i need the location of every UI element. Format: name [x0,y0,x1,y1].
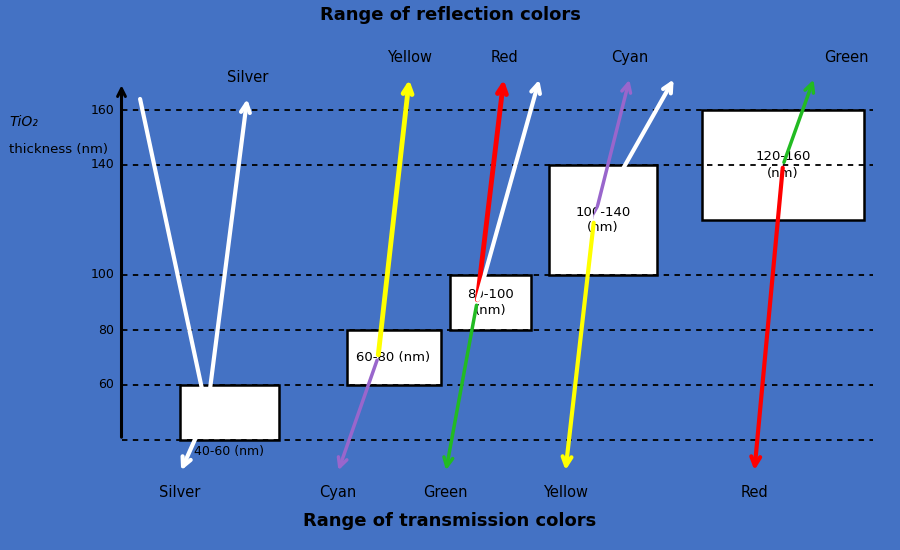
Text: 60: 60 [98,378,114,392]
Text: Yellow: Yellow [387,50,432,65]
Text: TiO₂: TiO₂ [9,116,38,129]
Text: Range of transmission colors: Range of transmission colors [303,512,597,530]
Text: Range of reflection colors: Range of reflection colors [320,6,580,24]
Text: 60-80 (nm): 60-80 (nm) [356,351,430,364]
Text: 80: 80 [98,323,114,337]
Bar [180,385,279,440]
Text: 40-60 (nm): 40-60 (nm) [194,444,265,458]
Text: 160: 160 [91,103,114,117]
Text: Red: Red [491,50,518,65]
Text: Cyan: Cyan [611,50,649,65]
Text: thickness (nm): thickness (nm) [9,143,108,156]
Text: 100: 100 [90,268,114,282]
Text: Green: Green [423,485,468,500]
Bar [450,275,531,330]
Text: Green: Green [824,50,868,65]
Text: 120-160
(nm): 120-160 (nm) [755,151,811,179]
Text: 100-140
(nm): 100-140 (nm) [575,206,631,234]
Text: Silver: Silver [227,69,268,85]
Text: 140: 140 [91,158,114,172]
Bar [702,110,864,220]
Bar [346,330,441,385]
Text: Silver: Silver [159,485,201,500]
Text: 80-100
(nm): 80-100 (nm) [467,288,514,317]
Text: Cyan: Cyan [319,485,356,500]
Bar [549,165,657,275]
Text: Red: Red [741,485,768,500]
Text: Yellow: Yellow [543,485,588,500]
